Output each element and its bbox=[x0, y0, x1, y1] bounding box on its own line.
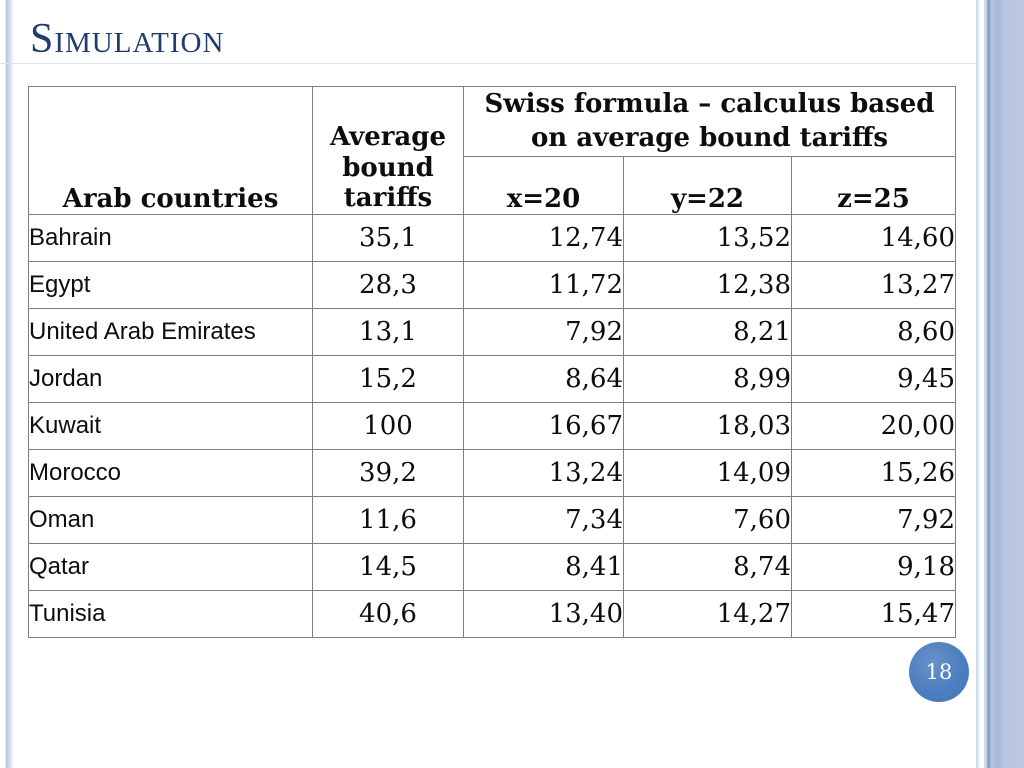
cell-y22: 8,74 bbox=[623, 543, 792, 591]
cell-y22: 18,03 bbox=[623, 402, 792, 450]
table-row: Egypt 28,3 11,72 12,38 13,27 bbox=[28, 261, 956, 309]
cell-avg: 14,5 bbox=[312, 543, 464, 591]
table-row: Morocco 39,2 13,24 14,09 15,26 bbox=[28, 449, 956, 497]
header-average-bound-tariffs: Average bound tariffs bbox=[312, 86, 464, 215]
right-band-decoration bbox=[984, 0, 1024, 768]
cell-x20: 7,92 bbox=[463, 308, 624, 356]
header-x20: x=20 bbox=[463, 156, 624, 215]
tariff-table: Arab countries Average bound tariffs Swi… bbox=[28, 86, 956, 638]
table-row: United Arab Emirates 13,1 7,92 8,21 8,60 bbox=[28, 308, 956, 356]
header-arab-countries: Arab countries bbox=[28, 86, 313, 215]
cell-avg: 15,2 bbox=[312, 355, 464, 403]
table-header-row-sub: x=20 y=22 z=25 bbox=[29, 156, 956, 215]
cell-x20: 7,34 bbox=[463, 496, 624, 544]
cell-z25: 9,45 bbox=[791, 355, 956, 403]
table-header-row-group: Arab countries Average bound tariffs Swi… bbox=[28, 86, 956, 215]
title-underline-rule bbox=[0, 63, 978, 64]
cell-x20: 12,74 bbox=[463, 214, 624, 262]
cell-y22: 12,38 bbox=[623, 261, 792, 309]
cell-avg: 35,1 bbox=[312, 214, 464, 262]
cell-country: United Arab Emirates bbox=[28, 308, 313, 356]
header-swiss-formula-line2: on average bound tariffs bbox=[530, 122, 889, 153]
cell-y22: 14,27 bbox=[623, 590, 792, 638]
slide-title: Simulation bbox=[30, 16, 225, 62]
cell-z25: 15,26 bbox=[791, 449, 956, 497]
cell-x20: 11,72 bbox=[463, 261, 624, 309]
cell-country: Qatar bbox=[28, 543, 313, 591]
table-row: Oman 11,6 7,34 7,60 7,92 bbox=[28, 496, 956, 544]
cell-x20: 13,24 bbox=[463, 449, 624, 497]
cell-y22: 7,60 bbox=[623, 496, 792, 544]
table-row: Bahrain 35,1 12,74 13,52 14,60 bbox=[28, 214, 956, 262]
cell-country: Oman bbox=[28, 496, 313, 544]
cell-avg: 13,1 bbox=[312, 308, 464, 356]
cell-country: Bahrain bbox=[28, 214, 313, 262]
cell-country: Kuwait bbox=[28, 402, 313, 450]
cell-x20: 16,67 bbox=[463, 402, 624, 450]
cell-z25: 13,27 bbox=[791, 261, 956, 309]
table-row: Tunisia 40,6 13,40 14,27 15,47 bbox=[28, 590, 956, 638]
table-row: Qatar 14,5 8,41 8,74 9,18 bbox=[28, 543, 956, 591]
cell-avg: 11,6 bbox=[312, 496, 464, 544]
cell-country: Egypt bbox=[28, 261, 313, 309]
cell-z25: 8,60 bbox=[791, 308, 956, 356]
table-row: Jordan 15,2 8,64 8,99 9,45 bbox=[28, 355, 956, 403]
cell-x20: 8,41 bbox=[463, 543, 624, 591]
left-stripe-decoration bbox=[5, 0, 14, 768]
header-swiss-formula-line1: Swiss formula – calculus based bbox=[484, 88, 935, 119]
cell-z25: 14,60 bbox=[791, 214, 956, 262]
cell-z25: 9,18 bbox=[791, 543, 956, 591]
cell-country: Tunisia bbox=[28, 590, 313, 638]
cell-country: Jordan bbox=[28, 355, 313, 403]
cell-z25: 7,92 bbox=[791, 496, 956, 544]
header-y22: y=22 bbox=[623, 156, 792, 215]
table-row: Kuwait 100 16,67 18,03 20,00 bbox=[28, 402, 956, 450]
cell-avg: 100 bbox=[312, 402, 464, 450]
cell-y22: 14,09 bbox=[623, 449, 792, 497]
cell-avg: 40,6 bbox=[312, 590, 464, 638]
cell-z25: 15,47 bbox=[791, 590, 956, 638]
right-thin-stripe-decoration bbox=[976, 0, 980, 768]
page-number: 18 bbox=[925, 660, 953, 684]
page-number-badge: 18 bbox=[909, 642, 969, 702]
cell-y22: 8,21 bbox=[623, 308, 792, 356]
cell-x20: 8,64 bbox=[463, 355, 624, 403]
cell-y22: 13,52 bbox=[623, 214, 792, 262]
cell-country: Morocco bbox=[28, 449, 313, 497]
cell-avg: 28,3 bbox=[312, 261, 464, 309]
cell-y22: 8,99 bbox=[623, 355, 792, 403]
cell-avg: 39,2 bbox=[312, 449, 464, 497]
header-z25: z=25 bbox=[791, 156, 956, 215]
header-swiss-formula: Swiss formula – calculus based on averag… bbox=[463, 86, 956, 157]
cell-x20: 13,40 bbox=[463, 590, 624, 638]
cell-z25: 20,00 bbox=[791, 402, 956, 450]
